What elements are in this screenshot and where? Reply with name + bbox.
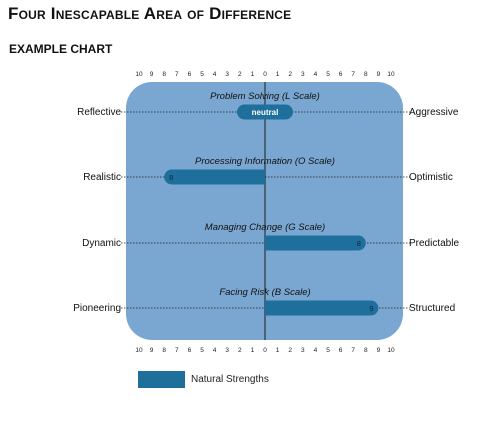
neutral-bar [237,104,293,120]
bottom-tick-label: 3 [225,347,229,354]
bottom-tick-label: 8 [162,347,166,354]
top-tick-label: 7 [351,71,355,78]
top-tick-label: 9 [377,71,381,78]
bar-value-label: 8 [357,239,361,248]
top-tick-label: 6 [188,71,192,78]
top-tick-label: 4 [213,71,217,78]
top-tick-labels: 10 9 8 7 6 5 4 3 2 1 0 1 2 3 4 5 6 7 8 9 10 [135,71,395,78]
scale-row: Managing Change (G Scale) Dynamic Predicta… [82,222,459,251]
bottom-tick-label: 1 [251,347,255,354]
scale-rows: Problem Solving (L Scale) Reflective Aggre… [73,91,459,316]
row-left-label: Dynamic [82,238,121,249]
scale-row: Facing Risk (B Scale) Pioneering Structure… [73,287,455,316]
legend-swatch [138,371,185,388]
strength-bar [265,235,366,251]
top-tick-label: 1 [276,71,280,78]
bottom-tick-label: 2 [238,347,242,354]
bottom-tick-labels: 10 9 8 7 6 5 4 3 2 1 0 1 2 3 4 5 6 7 8 9 10 [135,347,395,354]
row-title: Problem Solving (L Scale) [210,91,320,102]
bar-value-label: neutral [252,108,279,117]
row-right-label: Optimistic [409,172,453,183]
bottom-tick-label: 9 [377,347,381,354]
bottom-tick-label: 6 [339,347,343,354]
top-tick-label: 2 [288,71,292,78]
strength-bar [265,300,379,316]
row-title: Processing Information (O Scale) [195,156,335,167]
bottom-tick-label: 7 [351,347,355,354]
bottom-tick-label: 4 [314,347,318,354]
bottom-tick-label: 5 [326,347,330,354]
page-title: Four Inescapable Area of Difference [8,4,292,23]
scale-row: Processing Information (O Scale) Realisti… [83,156,453,185]
top-tick-label: 10 [387,71,395,78]
top-tick-label: 1 [251,71,255,78]
row-left-label: Pioneering [73,303,121,314]
bottom-tick-label: 0 [263,347,267,354]
bottom-tick-label: 3 [301,347,305,354]
bottom-tick-label: 1 [276,347,280,354]
row-right-label: Predictable [409,238,459,249]
top-tick-label: 3 [301,71,305,78]
legend-label: Natural Strengths [191,374,269,385]
bottom-tick-label: 5 [200,347,204,354]
row-title: Managing Change (G Scale) [205,222,325,233]
top-tick-label: 5 [326,71,330,78]
top-tick-label: 6 [339,71,343,78]
bottom-tick-label: 6 [188,347,192,354]
row-left-label: Reflective [77,107,121,118]
row-right-label: Structured [409,303,455,314]
top-tick-label: 9 [150,71,154,78]
bottom-tick-label: 7 [175,347,179,354]
bar-value-label: 9 [369,304,373,313]
scale-row: Problem Solving (L Scale) Reflective Aggre… [77,91,459,120]
top-tick-label: 8 [364,71,368,78]
bar-value-label: 8 [169,173,173,182]
row-right-label: Aggressive [409,107,459,118]
bottom-tick-label: 4 [213,347,217,354]
top-tick-label: 3 [225,71,229,78]
bottom-tick-label: 10 [135,347,143,354]
bottom-tick-label: 2 [288,347,292,354]
bottom-tick-label: 10 [387,347,395,354]
top-tick-label: 5 [200,71,204,78]
row-title: Facing Risk (B Scale) [219,287,310,298]
top-tick-label: 8 [162,71,166,78]
strength-bar [164,169,265,185]
top-tick-label: 4 [314,71,318,78]
bottom-tick-label: 8 [364,347,368,354]
top-tick-label: 2 [238,71,242,78]
top-tick-label: 0 [263,71,267,78]
bottom-tick-label: 9 [150,347,154,354]
top-tick-label: 10 [135,71,143,78]
row-left-label: Realistic [83,172,121,183]
top-tick-label: 7 [175,71,179,78]
chart-section-title: EXAMPLE CHART [9,42,113,56]
